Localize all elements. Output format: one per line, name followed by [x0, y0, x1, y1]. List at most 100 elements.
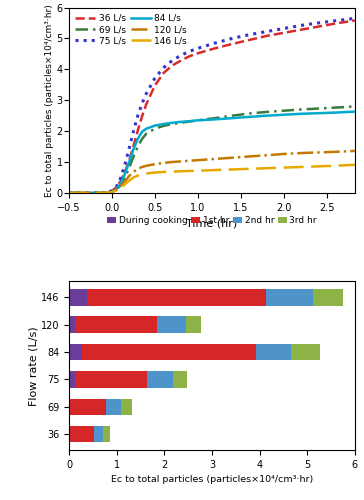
120 L/s — [80, 190, 84, 196]
Bar — [69, 289, 87, 306]
75 L/s — [247, 32, 252, 38]
120 L/s — [161, 160, 166, 166]
84 L/s — [144, 126, 149, 132]
69 L/s — [136, 144, 140, 150]
75 L/s — [153, 75, 157, 81]
75 L/s — [213, 40, 217, 46]
75 L/s — [67, 190, 71, 196]
120 L/s — [316, 150, 320, 156]
Line: 75 L/s: 75 L/s — [69, 18, 355, 193]
120 L/s — [118, 183, 123, 189]
146 L/s — [131, 174, 136, 180]
146 L/s — [108, 190, 112, 196]
84 L/s — [108, 190, 112, 196]
36 L/s — [178, 58, 183, 64]
146 L/s — [118, 184, 123, 190]
146 L/s — [80, 190, 84, 196]
120 L/s — [187, 158, 191, 164]
69 L/s — [161, 123, 166, 129]
75 L/s — [118, 175, 123, 181]
146 L/s — [333, 162, 337, 168]
69 L/s — [131, 154, 136, 160]
146 L/s — [101, 190, 106, 196]
36 L/s — [108, 188, 112, 194]
146 L/s — [106, 190, 110, 196]
84 L/s — [140, 128, 144, 134]
69 L/s — [144, 130, 149, 136]
75 L/s — [264, 28, 269, 34]
146 L/s — [170, 168, 174, 174]
84 L/s — [247, 114, 252, 120]
146 L/s — [67, 190, 71, 196]
36 L/s — [333, 20, 337, 26]
120 L/s — [93, 190, 97, 196]
69 L/s — [170, 121, 174, 127]
120 L/s — [281, 151, 286, 157]
36 L/s — [103, 190, 107, 196]
84 L/s — [88, 190, 93, 196]
120 L/s — [84, 190, 88, 196]
75 L/s — [140, 100, 144, 106]
75 L/s — [94, 190, 99, 196]
84 L/s — [298, 111, 303, 117]
69 L/s — [127, 164, 131, 170]
146 L/s — [127, 178, 131, 184]
36 L/s — [94, 190, 99, 196]
120 L/s — [213, 156, 217, 162]
146 L/s — [88, 190, 93, 196]
146 L/s — [281, 164, 286, 170]
120 L/s — [114, 187, 119, 193]
120 L/s — [100, 190, 104, 196]
84 L/s — [114, 186, 119, 192]
146 L/s — [114, 188, 119, 194]
36 L/s — [153, 82, 157, 88]
Bar — [121, 398, 131, 415]
120 L/s — [136, 166, 140, 172]
Bar — [69, 371, 75, 388]
120 L/s — [103, 190, 107, 196]
36 L/s — [187, 54, 191, 60]
84 L/s — [316, 110, 320, 116]
75 L/s — [178, 52, 183, 59]
84 L/s — [178, 119, 183, 125]
146 L/s — [153, 170, 157, 175]
146 L/s — [353, 162, 357, 168]
75 L/s — [98, 190, 102, 196]
69 L/s — [316, 106, 320, 112]
146 L/s — [178, 168, 183, 174]
146 L/s — [98, 190, 102, 196]
84 L/s — [281, 112, 286, 117]
84 L/s — [106, 190, 110, 196]
Line: 146 L/s: 146 L/s — [69, 165, 355, 193]
84 L/s — [196, 118, 200, 124]
36 L/s — [114, 184, 119, 190]
69 L/s — [281, 108, 286, 114]
84 L/s — [123, 171, 127, 177]
120 L/s — [127, 173, 131, 179]
120 L/s — [298, 150, 303, 156]
84 L/s — [170, 120, 174, 126]
75 L/s — [316, 20, 320, 26]
75 L/s — [298, 22, 303, 28]
120 L/s — [196, 157, 200, 163]
75 L/s — [136, 112, 140, 118]
Bar — [83, 344, 256, 360]
69 L/s — [100, 190, 104, 196]
Y-axis label: Ec to total particles (particles×10⁴/cm³·hr): Ec to total particles (particles×10⁴/cm³… — [45, 4, 54, 196]
69 L/s — [110, 188, 114, 194]
36 L/s — [118, 178, 123, 184]
120 L/s — [106, 190, 110, 196]
69 L/s — [76, 190, 80, 196]
69 L/s — [230, 112, 234, 118]
Line: 36 L/s: 36 L/s — [69, 20, 355, 193]
69 L/s — [67, 190, 71, 196]
84 L/s — [96, 190, 100, 196]
Bar — [313, 289, 343, 306]
84 L/s — [101, 190, 106, 196]
146 L/s — [93, 190, 97, 196]
75 L/s — [333, 18, 337, 24]
69 L/s — [108, 190, 112, 196]
84 L/s — [110, 188, 114, 194]
36 L/s — [80, 190, 84, 196]
36 L/s — [144, 101, 149, 107]
